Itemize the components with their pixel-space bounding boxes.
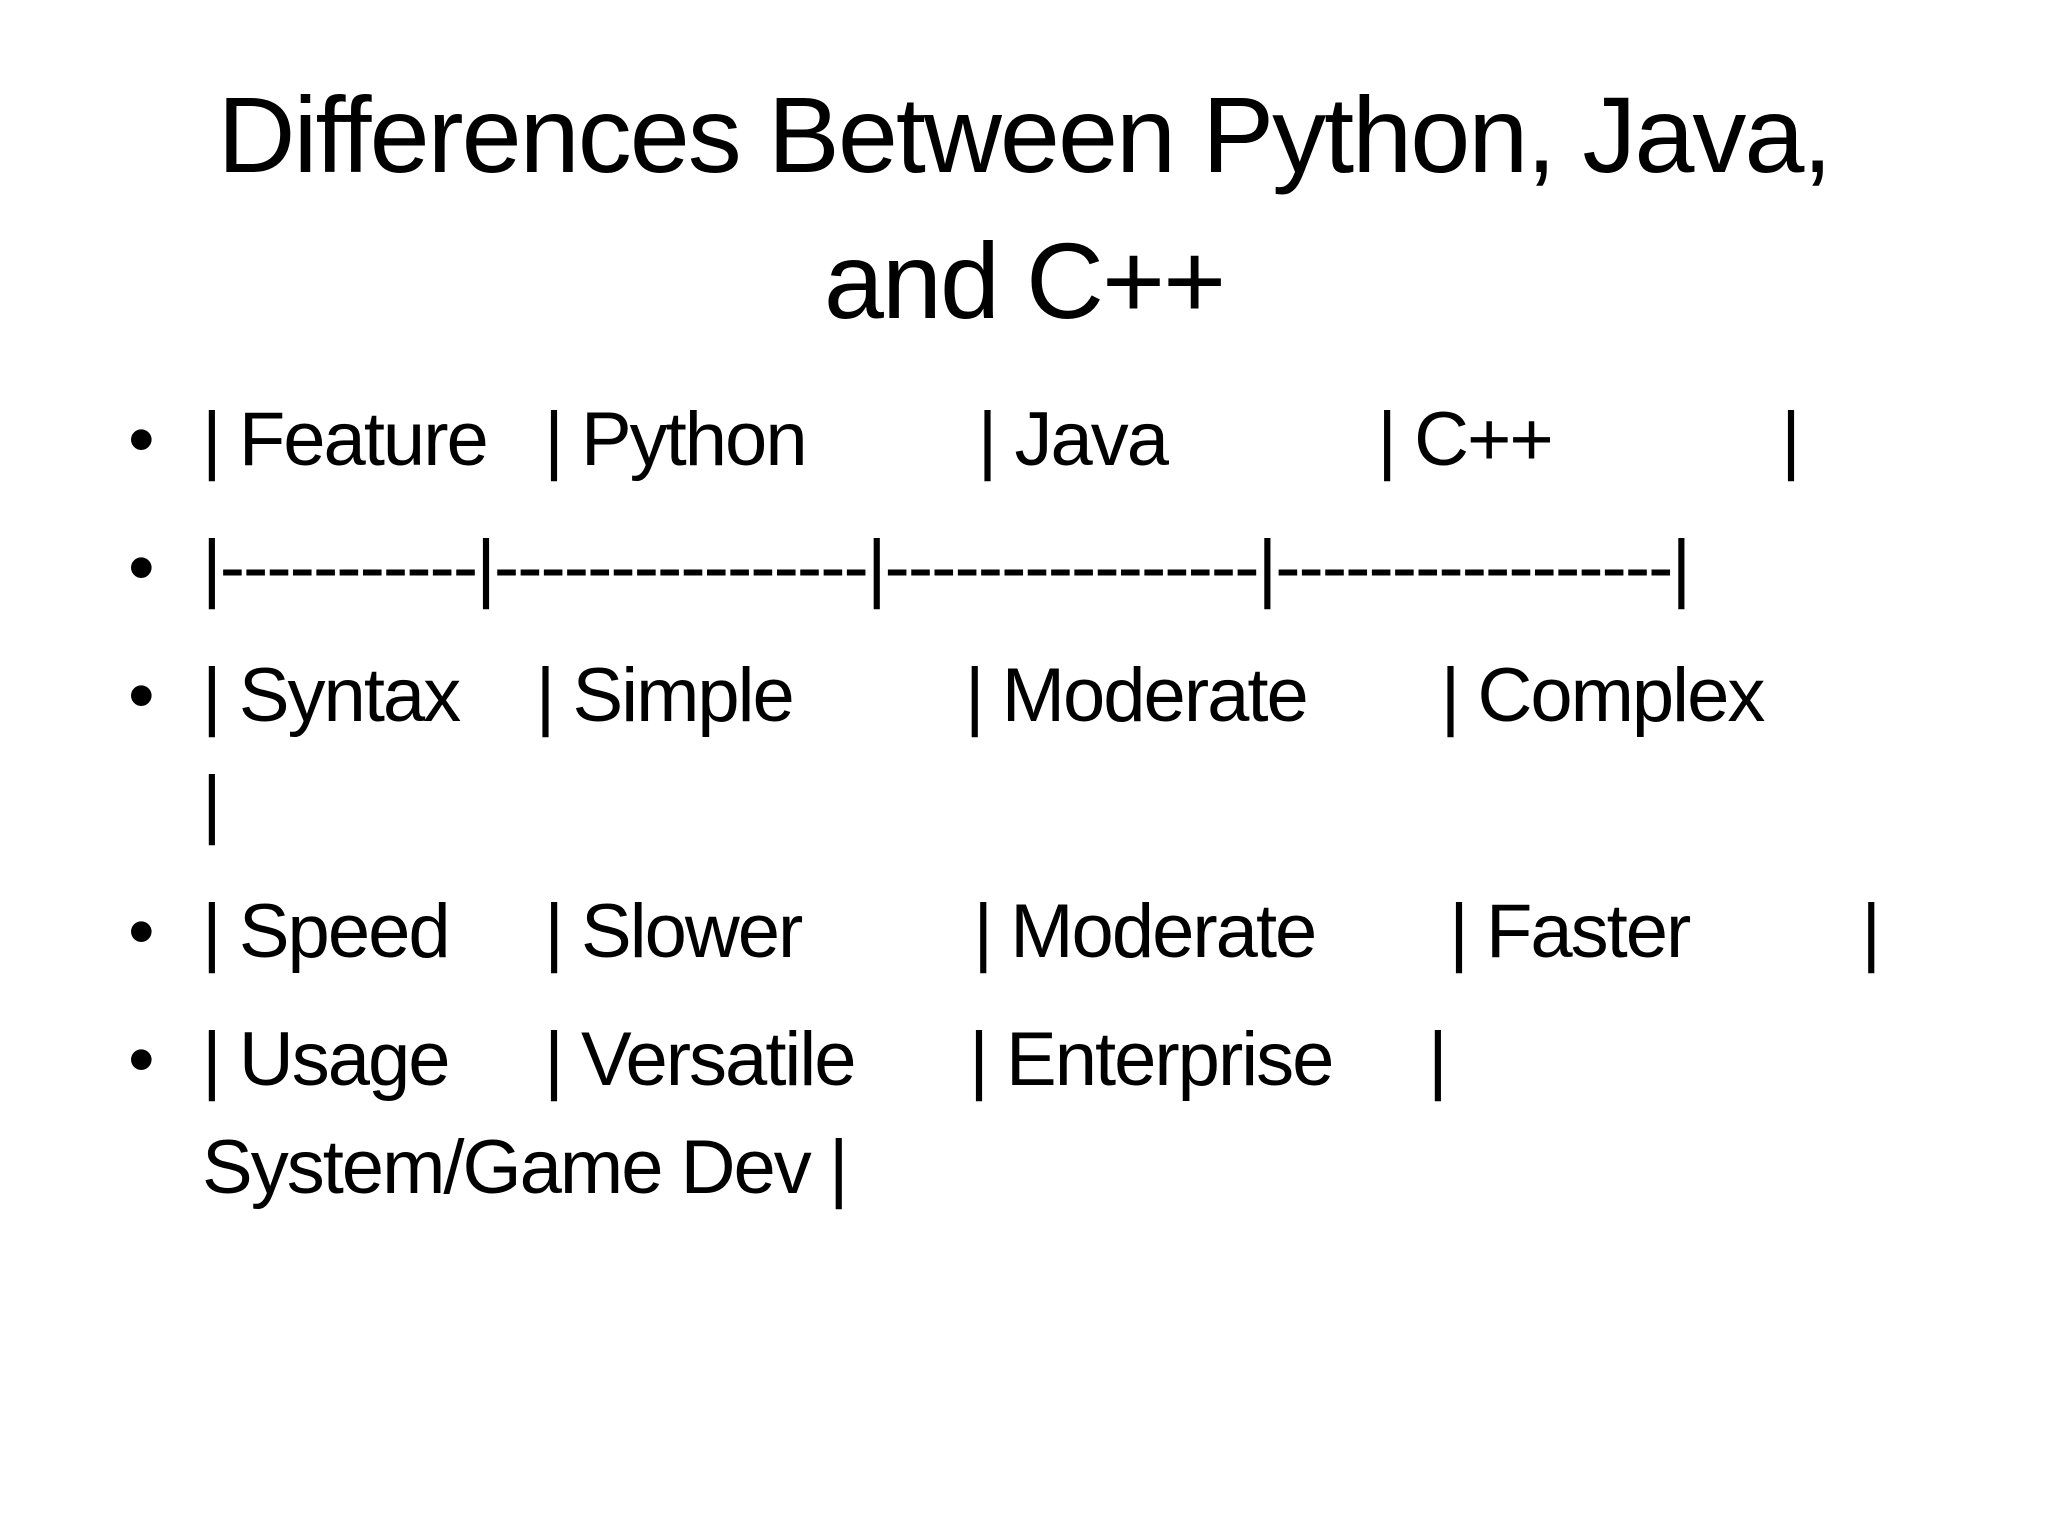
slide-title: Differences Between Python, Java, and C+… bbox=[217, 74, 1833, 341]
bullet-item: | Feature | Python | Java | C++ | bbox=[120, 386, 1920, 494]
bullet-item: | Syntax | Simple | Moderate | Complex | bbox=[120, 642, 1920, 858]
bullet-item: |-----------|----------------|----------… bbox=[120, 514, 1920, 622]
bullet-item: | Usage | Versatile | Enterprise | Syste… bbox=[120, 1006, 1920, 1222]
bullet-list: | Feature | Python | Java | C++ | |------… bbox=[120, 386, 1920, 1242]
bullet-item: | Speed | Slower | Moderate | Faster | bbox=[120, 878, 1920, 986]
